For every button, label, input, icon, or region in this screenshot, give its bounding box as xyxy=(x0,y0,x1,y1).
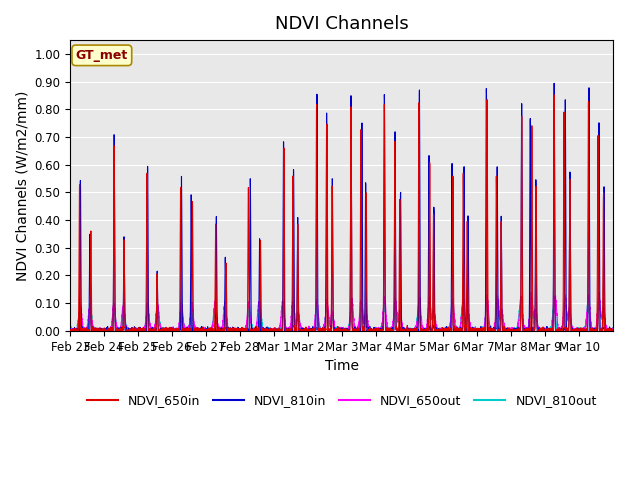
NDVI_810out xyxy=(609,328,617,334)
NDVI_650in xyxy=(491,327,499,333)
NDVI_650in xyxy=(67,328,74,334)
NDVI_810in xyxy=(490,328,498,334)
Line: NDVI_650in: NDVI_650in xyxy=(70,95,613,331)
NDVI_810out xyxy=(517,307,525,312)
NDVI_650out xyxy=(67,328,74,334)
NDVI_810in xyxy=(550,81,558,86)
NDVI_650in xyxy=(362,259,369,265)
NDVI_650out xyxy=(391,299,399,305)
Legend: NDVI_650in, NDVI_810in, NDVI_650out, NDVI_810out: NDVI_650in, NDVI_810in, NDVI_650out, NDV… xyxy=(82,389,602,412)
NDVI_650out xyxy=(491,320,499,326)
NDVI_650out xyxy=(67,326,74,332)
NDVI_810in xyxy=(391,186,399,192)
NDVI_810out xyxy=(179,316,187,322)
NDVI_810out xyxy=(391,308,399,314)
NDVI_810in xyxy=(179,326,187,332)
Line: NDVI_810in: NDVI_810in xyxy=(70,84,613,331)
Line: NDVI_650out: NDVI_650out xyxy=(70,292,613,331)
Y-axis label: NDVI Channels (W/m2/mm): NDVI Channels (W/m2/mm) xyxy=(15,90,29,281)
Line: NDVI_810out: NDVI_810out xyxy=(70,300,613,331)
NDVI_650out xyxy=(179,313,187,319)
NDVI_810in xyxy=(517,273,525,278)
NDVI_650out xyxy=(517,294,525,300)
NDVI_650out xyxy=(531,307,539,313)
NDVI_810in xyxy=(531,311,539,316)
NDVI_810in xyxy=(609,327,617,333)
NDVI_810out xyxy=(67,328,74,334)
NDVI_810in xyxy=(362,180,369,186)
Title: NDVI Channels: NDVI Channels xyxy=(275,15,408,33)
X-axis label: Time: Time xyxy=(324,359,358,373)
NDVI_650out xyxy=(362,311,369,317)
NDVI_650in xyxy=(531,317,539,323)
NDVI_650out xyxy=(527,289,535,295)
NDVI_810in xyxy=(67,328,74,334)
NDVI_650in xyxy=(179,328,187,334)
NDVI_650in xyxy=(609,328,617,334)
NDVI_810out xyxy=(490,324,498,329)
NDVI_650out xyxy=(609,325,617,331)
NDVI_650in xyxy=(391,139,399,144)
NDVI_810out xyxy=(362,312,369,318)
Text: GT_met: GT_met xyxy=(76,49,128,62)
NDVI_810out xyxy=(561,298,569,303)
NDVI_650in xyxy=(550,92,558,98)
NDVI_650in xyxy=(67,327,74,333)
NDVI_650in xyxy=(517,239,525,245)
NDVI_810out xyxy=(531,312,539,318)
